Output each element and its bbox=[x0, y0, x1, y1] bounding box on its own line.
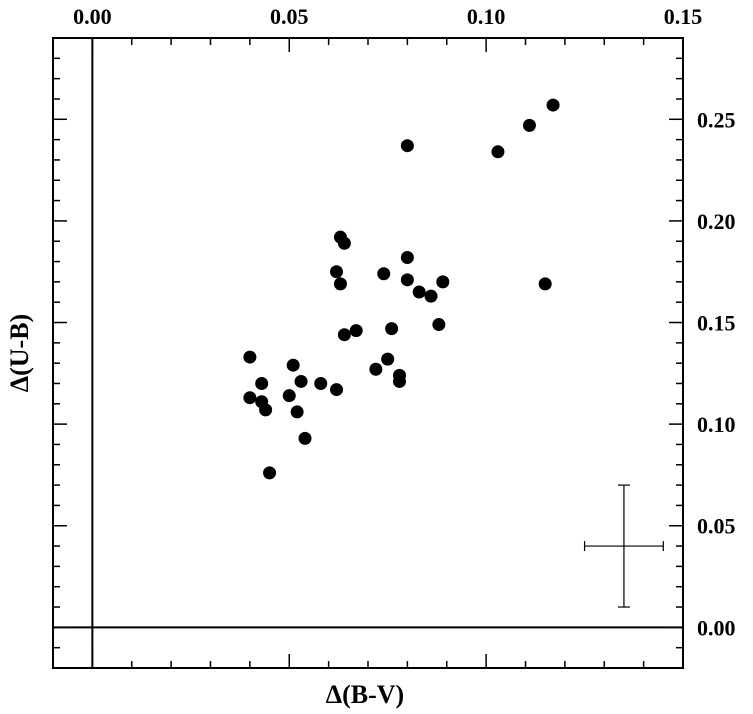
data-point bbox=[286, 358, 300, 372]
data-point bbox=[243, 350, 257, 364]
data-point bbox=[337, 236, 351, 250]
plot-frame bbox=[52, 37, 684, 669]
data-point bbox=[400, 139, 414, 153]
y-tick-label: 0.20 bbox=[697, 209, 736, 234]
data-point bbox=[259, 403, 273, 417]
data-point bbox=[255, 376, 269, 390]
data-point bbox=[522, 118, 536, 132]
data-point bbox=[424, 289, 438, 303]
data-point bbox=[436, 275, 450, 289]
data-point bbox=[282, 389, 296, 403]
data-point bbox=[330, 383, 343, 397]
y-tick-label: 0.10 bbox=[697, 412, 736, 437]
x-tick-labels: 0.00 0.05 0.10 0.15 bbox=[73, 4, 702, 29]
x-axis-title: Δ(B-V) bbox=[326, 680, 404, 709]
y-axis-title: Δ(U-B) bbox=[5, 314, 34, 392]
data-point bbox=[243, 391, 257, 405]
data-point bbox=[412, 285, 426, 299]
data-points bbox=[243, 98, 560, 480]
data-point bbox=[298, 431, 312, 445]
data-point bbox=[314, 376, 328, 390]
data-point bbox=[369, 362, 383, 376]
x-tick-label: 0.05 bbox=[270, 4, 309, 29]
data-point bbox=[393, 374, 406, 388]
error-bar bbox=[583, 484, 664, 608]
data-point bbox=[263, 466, 277, 480]
y-tick-label: 0.15 bbox=[697, 311, 736, 336]
axis-ticks bbox=[52, 37, 684, 669]
data-point bbox=[546, 98, 560, 112]
data-point bbox=[400, 273, 414, 287]
data-point bbox=[349, 324, 363, 338]
data-point bbox=[381, 352, 395, 366]
data-point bbox=[377, 267, 391, 281]
reference-lines bbox=[53, 38, 683, 668]
data-point bbox=[294, 374, 308, 388]
data-point bbox=[538, 277, 552, 291]
data-point bbox=[290, 405, 304, 419]
data-point bbox=[432, 318, 446, 332]
x-tick-label: 0.00 bbox=[73, 4, 112, 29]
data-point bbox=[385, 322, 399, 336]
y-tick-label: 0.00 bbox=[697, 615, 736, 640]
y-tick-label: 0.25 bbox=[697, 107, 736, 132]
data-point bbox=[491, 145, 505, 159]
data-point bbox=[400, 250, 414, 264]
data-point bbox=[333, 277, 347, 291]
data-point bbox=[337, 328, 351, 342]
y-tick-labels: 0.00 0.05 0.10 0.15 0.20 0.25 bbox=[697, 107, 736, 640]
x-tick-label: 0.15 bbox=[664, 4, 703, 29]
x-tick-label: 0.10 bbox=[467, 4, 506, 29]
y-tick-label: 0.05 bbox=[697, 514, 736, 539]
data-point bbox=[330, 265, 343, 279]
